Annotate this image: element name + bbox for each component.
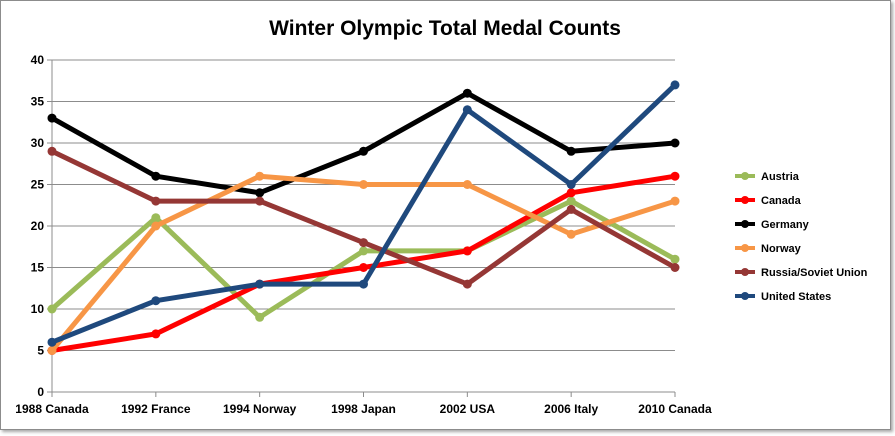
series-line-austria xyxy=(49,198,678,320)
x-tick-label-1988-canada: 1988 Canada xyxy=(15,402,89,416)
data-point-canada-2002-usa xyxy=(462,246,472,256)
data-point-united-states-2006-italy xyxy=(566,180,576,189)
legend-marker-canada xyxy=(741,196,749,204)
data-point-norway-1992-france xyxy=(151,221,161,231)
legend-item-austria[interactable]: Austria xyxy=(735,171,800,183)
y-tick-label-35: 35 xyxy=(31,95,45,109)
legend-item-canada[interactable]: Canada xyxy=(735,195,802,207)
series-canada xyxy=(47,171,680,355)
data-point-austria-1994-norway xyxy=(255,312,265,322)
data-point-united-states-2010-canada xyxy=(670,80,680,90)
data-point-united-states-1992-france xyxy=(151,296,161,306)
y-tick-label-0: 0 xyxy=(37,385,44,399)
data-point-norway-2002-usa xyxy=(462,180,472,189)
data-point-russia-soviet-union-2006-italy xyxy=(566,204,576,214)
data-point-russia-soviet-union-1994-norway xyxy=(255,196,265,206)
y-tick-label-10: 10 xyxy=(31,302,45,316)
legend-label-germany: Germany xyxy=(761,219,810,231)
data-point-canada-2006-italy xyxy=(566,188,576,198)
data-point-norway-1998-japan xyxy=(359,180,368,189)
x-tick-label-2010-canada: 2010 Canada xyxy=(638,402,712,416)
y-tick-label-5: 5 xyxy=(37,344,44,358)
data-point-germany-1992-france xyxy=(151,171,161,181)
legend[interactable]: Austria Canada Germany Norway Russia/Soviet … xyxy=(735,171,868,303)
data-point-germany-1988-canada xyxy=(47,113,57,123)
data-point-russia-soviet-union-1992-france xyxy=(151,196,161,206)
legend-item-germany[interactable]: Germany xyxy=(735,219,810,231)
data-point-united-states-1998-japan xyxy=(359,279,368,289)
x-tick-label-1994-norway: 1994 Norway xyxy=(223,402,297,416)
y-tick-label-15: 15 xyxy=(31,261,45,275)
y-axis-ticks: 0 5 10 15 20 25 30 35 40 xyxy=(31,53,52,399)
data-point-canada-1998-japan xyxy=(359,263,368,272)
x-tick-label-2002-usa: 2002 USA xyxy=(440,402,496,416)
legend-label-russia-soviet-union: Russia/Soviet Union xyxy=(761,267,868,279)
y-tick-label-40: 40 xyxy=(31,53,45,67)
legend-item-norway[interactable]: Norway xyxy=(735,243,802,255)
series-russia-soviet-union xyxy=(47,146,680,289)
legend-item-united-states[interactable]: United States xyxy=(735,291,831,303)
legend-item-russia-soviet-union[interactable]: Russia/Soviet Union xyxy=(735,267,868,279)
data-point-germany-1998-japan xyxy=(359,146,368,156)
legend-marker-russia-soviet-union xyxy=(741,268,749,276)
series-layer xyxy=(47,80,680,355)
chart-title: Winter Olympic Total Medal Counts xyxy=(269,17,621,40)
series-norway xyxy=(47,171,680,355)
data-point-russia-soviet-union-1998-japan xyxy=(359,238,368,248)
data-point-canada-1992-france xyxy=(151,329,161,339)
data-point-russia-soviet-union-2010-canada xyxy=(670,263,680,272)
y-tick-label-30: 30 xyxy=(31,136,45,150)
data-point-united-states-1988-canada xyxy=(47,337,57,347)
data-point-austria-1992-france xyxy=(151,213,161,223)
x-tick-label-1998-japan: 1998 Japan xyxy=(331,402,396,416)
data-point-united-states-2002-usa xyxy=(462,105,472,115)
data-point-austria-1988-canada xyxy=(47,304,57,314)
data-point-germany-2002-usa xyxy=(462,88,472,98)
legend-label-austria: Austria xyxy=(761,171,800,183)
data-point-united-states-1994-norway xyxy=(255,279,265,289)
data-point-norway-1994-norway xyxy=(255,171,265,181)
legend-marker-united-states xyxy=(741,292,749,300)
legend-marker-germany xyxy=(741,220,749,228)
x-tick-label-1992-france: 1992 France xyxy=(121,402,191,416)
data-point-germany-2010-canada xyxy=(670,138,680,148)
data-point-norway-1988-canada xyxy=(47,346,57,355)
data-point-austria-2010-canada xyxy=(670,254,680,264)
y-tick-label-20: 20 xyxy=(31,219,45,233)
legend-label-canada: Canada xyxy=(761,195,802,207)
y-tick-label-25: 25 xyxy=(31,178,45,192)
data-point-russia-soviet-union-1988-canada xyxy=(47,146,57,156)
data-point-austria-2006-italy xyxy=(566,196,576,206)
data-point-norway-2006-italy xyxy=(566,229,576,239)
data-point-canada-2010-canada xyxy=(670,171,680,181)
data-point-germany-2006-italy xyxy=(566,146,576,156)
legend-marker-norway xyxy=(741,244,749,252)
data-point-norway-2010-canada xyxy=(670,196,680,206)
legend-label-norway: Norway xyxy=(761,243,802,255)
series-germany xyxy=(47,88,680,198)
data-point-austria-1998-japan xyxy=(359,246,368,256)
data-point-germany-1994-norway xyxy=(255,188,265,198)
x-tick-label-2006-italy: 2006 Italy xyxy=(544,402,598,416)
series-united-states xyxy=(47,80,680,347)
legend-label-united-states: United States xyxy=(761,291,831,303)
data-point-russia-soviet-union-2002-usa xyxy=(462,279,472,289)
legend-marker-austria xyxy=(741,172,749,180)
x-axis-ticks: 1988 Canada 1992 France 1994 Norway 1998 Ja… xyxy=(15,392,712,416)
